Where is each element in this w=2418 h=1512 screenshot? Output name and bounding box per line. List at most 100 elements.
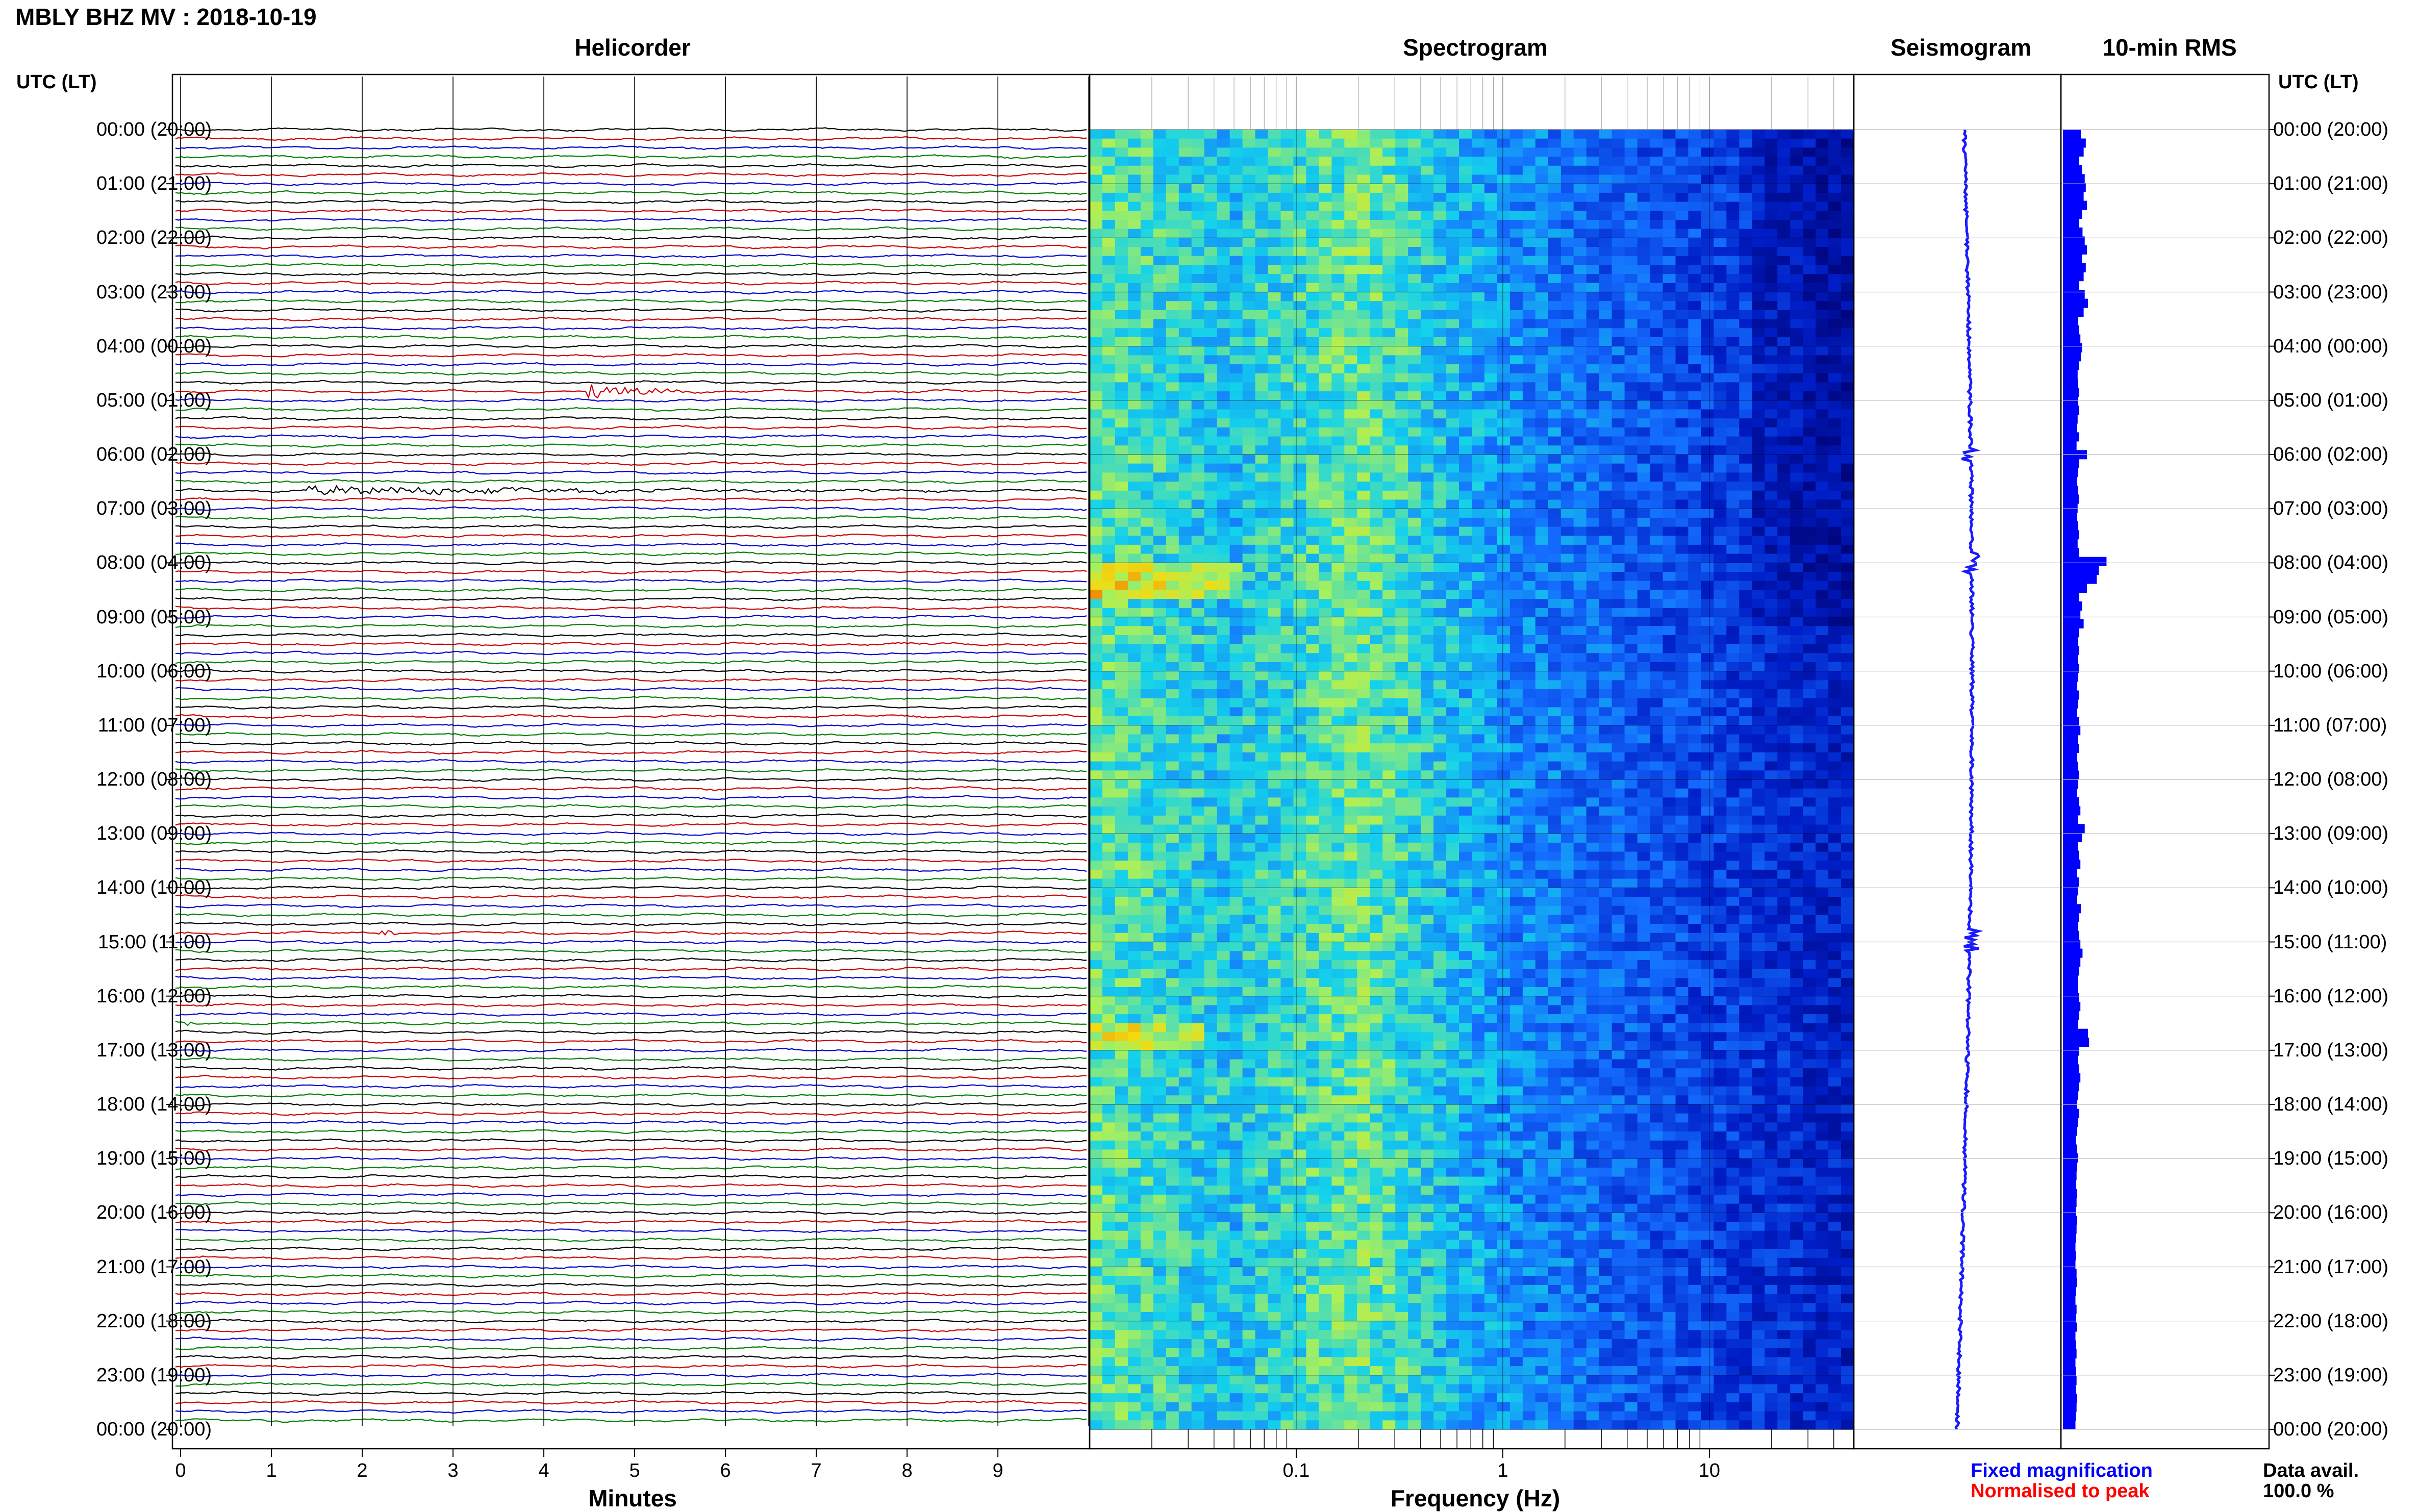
helicorder-trace (175, 1355, 1087, 1359)
rms-bar (2063, 566, 2099, 575)
rms-bar (2063, 815, 2078, 824)
panel-frame (1854, 74, 2061, 1449)
rms-bar (2063, 637, 2078, 646)
helicorder-trace (175, 886, 1087, 890)
time-label-right: 00:00 (20:00) (2273, 119, 2388, 140)
rms-bar (2063, 1136, 2076, 1145)
helicorder-trace (175, 705, 1087, 709)
rms-bar (2063, 272, 2084, 281)
rms-bar (2063, 949, 2082, 958)
rms-bar (2063, 548, 2079, 557)
rms-bar (2063, 290, 2085, 299)
helicorder-trace (175, 363, 1087, 366)
helicorder-trace (175, 777, 1087, 781)
rms-bar (2063, 503, 2078, 513)
helicorder-trace (175, 1184, 1087, 1188)
minute-tick-label: 7 (811, 1460, 822, 1482)
time-label-left: 07:00 (03:00) (96, 498, 212, 519)
time-label-left: 16:00 (12:00) (96, 986, 212, 1006)
helicorder-trace (175, 877, 1087, 881)
frequency-axis-label: Frequency (Hz) (1391, 1484, 1560, 1512)
station-title: MBLY BHZ MV : 2018-10-19 (15, 3, 317, 31)
time-label-right: 01:00 (21:00) (2273, 173, 2388, 194)
rms-bar (2063, 753, 2077, 762)
helicorder-trace (175, 164, 1087, 167)
utc-header-right: UTC (LT) (2278, 71, 2359, 93)
rms-bar (2063, 860, 2080, 869)
time-label-left: 18:00 (14:00) (96, 1094, 212, 1115)
helicorder-trace (175, 804, 1087, 808)
time-label-left: 17:00 (13:00) (96, 1040, 212, 1061)
rms-bar (2063, 1109, 2079, 1118)
rms-bar (2063, 1305, 2077, 1314)
rms-bar (2063, 1349, 2077, 1358)
time-label-left: 22:00 (18:00) (96, 1311, 212, 1331)
rms-bar (2063, 655, 2078, 664)
helicorder-trace (175, 796, 1087, 799)
rms-bar (2063, 388, 2079, 397)
helicorder-trace (175, 1400, 1087, 1404)
rms-bar (2063, 593, 2079, 602)
helicorder-trace (175, 299, 1087, 303)
rms-bar (2063, 325, 2079, 335)
rms-bar (2063, 1367, 2076, 1376)
time-label-left: 04:00 (00:00) (96, 336, 212, 357)
frequency-tick-label: 0.1 (1283, 1460, 1310, 1482)
helicorder-trace (175, 417, 1087, 420)
rms-bar (2063, 1412, 2076, 1421)
minute-tick-label: 1 (266, 1460, 276, 1482)
helicorder-trace (175, 723, 1087, 727)
time-label-right: 21:00 (17:00) (2273, 1257, 2388, 1277)
helicorder-trace (175, 191, 1087, 194)
rms-bar (2063, 833, 2082, 842)
rms-bar (2063, 130, 2081, 139)
helicorder-trace (175, 1030, 1087, 1035)
helicorder-trace (175, 588, 1087, 592)
frequency-tick-label: 1 (1497, 1460, 1508, 1482)
rms-bar (2063, 468, 2078, 477)
rms-bar (2063, 1278, 2077, 1287)
helicorder-trace (175, 1247, 1087, 1250)
helicorder-trace (175, 290, 1087, 294)
helicorder-trace (175, 1121, 1087, 1124)
rms-bar (2063, 1082, 2079, 1091)
rms-bar (2063, 984, 2078, 993)
rms-bar (2063, 922, 2078, 931)
helicorder-trace (175, 1112, 1087, 1115)
rms-bar (2063, 1162, 2077, 1171)
helicorder-trace (175, 814, 1087, 817)
time-label-left: 08:00 (04:00) (96, 552, 212, 573)
rms-bar (2063, 1065, 2079, 1074)
rms-bar (2063, 967, 2079, 976)
helicorder-trace (175, 733, 1087, 736)
time-label-right: 23:00 (19:00) (2273, 1365, 2388, 1385)
rms-bar (2063, 851, 2079, 860)
rms-bar (2063, 1331, 2076, 1341)
rms-bar (2063, 975, 2078, 985)
rms-bar (2063, 842, 2078, 851)
rms-bar (2063, 771, 2079, 780)
panel-frame (2061, 74, 2269, 1449)
helicorder-trace (175, 1337, 1087, 1341)
rms-bar (2063, 406, 2079, 415)
rms-bar (2063, 673, 2078, 682)
helicorder-trace (175, 516, 1087, 519)
time-label-right: 02:00 (22:00) (2273, 228, 2388, 248)
helicorder-trace (175, 579, 1087, 583)
helicorder-trace (175, 344, 1087, 348)
helicorder-trace (175, 651, 1087, 655)
helicorder-trace (175, 1265, 1087, 1269)
rms-bar (2063, 459, 2079, 468)
rms-bar (2063, 913, 2079, 922)
minute-tick-label: 9 (993, 1460, 1003, 1482)
rms-bar (2063, 1091, 2078, 1100)
frequency-tick-label: 10 (1699, 1460, 1720, 1482)
helicorder-trace (175, 669, 1087, 673)
helicorder-trace (175, 272, 1087, 276)
time-label-left: 00:00 (20:00) (96, 1419, 212, 1440)
rms-bar (2063, 441, 2077, 450)
rms-bar (2063, 299, 2088, 308)
time-label-right: 10:00 (06:00) (2273, 661, 2388, 682)
helicorder-trace (175, 1283, 1087, 1287)
